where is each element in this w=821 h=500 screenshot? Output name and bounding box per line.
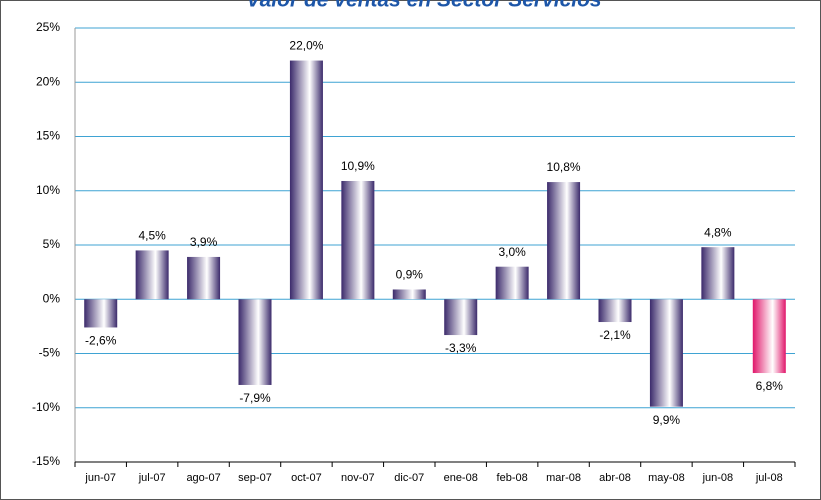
y-tick-label: -10% bbox=[32, 400, 60, 414]
bar bbox=[341, 180, 375, 300]
bar bbox=[444, 299, 478, 336]
x-tick-label: nov-07 bbox=[341, 472, 375, 484]
chart-title: Valor de ventas en Sector Servicios bbox=[246, 0, 601, 12]
x-tick-label: feb-08 bbox=[497, 472, 528, 484]
x-tick-label: sep-07 bbox=[238, 472, 272, 484]
bar bbox=[392, 289, 426, 300]
x-tick-label: mar-08 bbox=[546, 472, 581, 484]
data-label: 0,9% bbox=[396, 268, 424, 282]
y-tick-label: 5% bbox=[43, 237, 61, 251]
x-tick-label: jun-08 bbox=[702, 472, 734, 484]
data-label: 10,8% bbox=[547, 160, 581, 174]
x-tick-label: jul-08 bbox=[755, 472, 783, 484]
x-tick-label: jun-07 bbox=[84, 472, 116, 484]
bar bbox=[84, 299, 118, 328]
y-tick-label: 15% bbox=[36, 129, 60, 143]
data-label: 9,9% bbox=[653, 413, 681, 427]
data-label: -2,6% bbox=[85, 334, 117, 348]
bar bbox=[598, 299, 632, 323]
y-tick-label: 0% bbox=[43, 291, 61, 305]
data-label: 6,8% bbox=[756, 379, 784, 393]
data-label: 3,0% bbox=[498, 245, 526, 259]
y-tick-label: 10% bbox=[36, 183, 60, 197]
y-tick-label: -15% bbox=[32, 454, 60, 468]
data-label: 10,9% bbox=[341, 159, 375, 173]
bar bbox=[649, 299, 683, 407]
x-tick-label: ago-07 bbox=[186, 472, 220, 484]
data-label: 4,5% bbox=[138, 229, 166, 243]
bar bbox=[701, 247, 735, 300]
y-tick-label: 20% bbox=[36, 74, 60, 88]
data-label: 4,8% bbox=[704, 225, 732, 239]
data-label: -3,3% bbox=[445, 341, 477, 355]
y-tick-label: 25% bbox=[36, 20, 60, 34]
data-label: -7,9% bbox=[239, 391, 271, 405]
x-tick-label: jul-07 bbox=[138, 472, 166, 484]
bar bbox=[752, 299, 786, 374]
x-tick-label: may-08 bbox=[648, 472, 685, 484]
data-label: -2,1% bbox=[599, 328, 631, 342]
bar bbox=[289, 60, 323, 300]
y-tick-label: -5% bbox=[39, 346, 61, 360]
x-tick-label: oct-07 bbox=[291, 472, 322, 484]
bar bbox=[547, 182, 581, 300]
data-label: 22,0% bbox=[289, 39, 323, 53]
bar bbox=[238, 299, 272, 385]
x-tick-label: abr-08 bbox=[599, 472, 631, 484]
x-tick-label: dic-07 bbox=[394, 472, 424, 484]
data-label: 3,9% bbox=[190, 235, 218, 249]
x-tick-label: ene-08 bbox=[444, 472, 478, 484]
bar bbox=[495, 266, 529, 300]
bar bbox=[135, 250, 169, 300]
bar bbox=[187, 256, 221, 300]
